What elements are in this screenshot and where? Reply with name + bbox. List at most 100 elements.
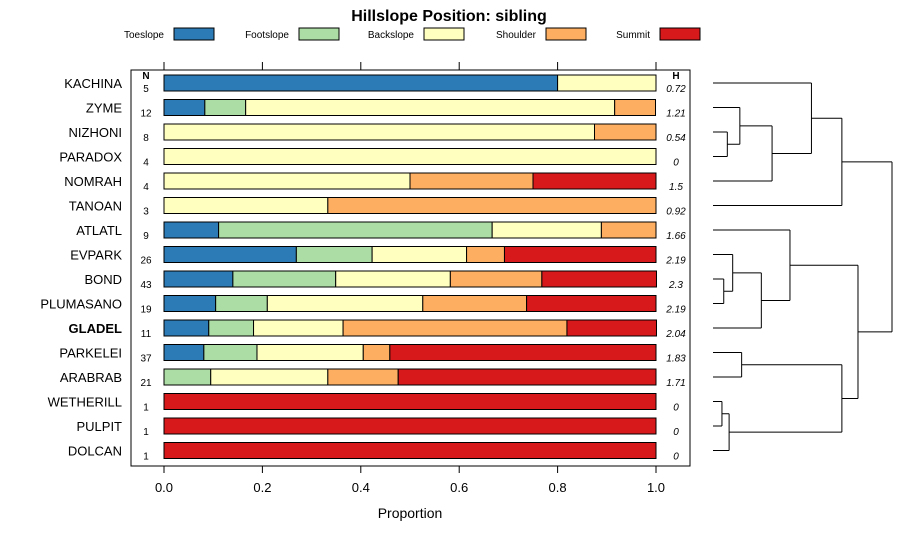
row-label: ATLATL (76, 223, 122, 238)
h-value: 2.19 (665, 305, 686, 316)
n-value: 1 (143, 427, 149, 438)
h-header: H (672, 71, 679, 82)
n-value: 4 (143, 158, 149, 169)
bar-segment (163, 197, 329, 214)
row-label: BOND (84, 272, 122, 287)
bar-segment (163, 344, 205, 361)
bar-segment (600, 221, 657, 239)
bars-layer (163, 74, 657, 459)
legend-swatch-backslope (423, 27, 465, 41)
legend-label-toeslope: Toeslope (124, 30, 164, 41)
n-value: 19 (140, 305, 152, 316)
h-value: 1.71 (666, 378, 685, 389)
bar-segment (163, 123, 595, 141)
bar-segment (163, 221, 220, 239)
plot-panel (130, 69, 691, 467)
bar-segment (163, 74, 559, 92)
x-tick-label: 0.4 (352, 480, 370, 495)
bar-segment (371, 246, 468, 263)
bar-segment (163, 319, 210, 337)
n-value: 3 (143, 207, 149, 218)
bar-segment (327, 368, 399, 386)
legend-label-footslope: Footslope (245, 30, 289, 41)
row-label: DOLCAN (68, 444, 122, 459)
bar-segment (163, 368, 212, 386)
bar-segment (327, 197, 657, 214)
n-value: 11 (141, 329, 152, 340)
bar-segment (335, 270, 451, 288)
legend-label-summit: Summit (616, 30, 650, 41)
bar-segment (204, 99, 247, 116)
h-value: 0 (673, 158, 679, 169)
bar-segment (163, 295, 217, 312)
bar-segment (594, 123, 657, 141)
h-value: 2.04 (665, 329, 686, 340)
legend-label-backslope: Backslope (368, 30, 415, 41)
h-value: 1.5 (669, 182, 683, 193)
bar-segment (503, 246, 657, 263)
n-value: 26 (140, 256, 152, 267)
x-tick-label: 0.2 (253, 480, 271, 495)
bar-segment (163, 270, 234, 288)
h-value: 1.83 (666, 354, 686, 365)
bar-segment (203, 344, 258, 361)
n-value: 4 (143, 182, 149, 193)
bar-segment (253, 319, 344, 337)
legend-swatch-footslope (298, 27, 340, 41)
row-labels: KACHINA ZYME NIZHONI PARADOX NOMRAH TANOAN ATL… (40, 76, 122, 459)
row-label: PULPIT (76, 419, 122, 434)
x-tick-label: 0.8 (549, 480, 567, 495)
bar-segment (218, 221, 493, 239)
h-labels: 0.72 1.21 0.54 0 1.5 0.92 1.66 2.19 2.3 2.19 2.04 1… (665, 84, 686, 463)
n-header: N (142, 71, 149, 82)
h-value: 0 (673, 427, 679, 438)
bar-segment (266, 295, 424, 312)
n-value: 9 (143, 231, 149, 242)
bar-segment (163, 172, 411, 190)
bar-segment (491, 221, 602, 239)
x-tick-label: 0.6 (450, 480, 468, 495)
bar-segment (256, 344, 364, 361)
bar-segment (342, 319, 568, 337)
row-label: NOMRAH (64, 174, 122, 189)
row-label: TANOAN (69, 199, 122, 214)
bar-segment (526, 295, 657, 312)
bar-segment (163, 99, 206, 116)
h-value: 0.72 (666, 84, 686, 95)
h-value: 0.54 (666, 133, 686, 144)
bar-segment (532, 172, 657, 190)
bar-segment (163, 417, 657, 435)
row-label: ARABRAB (60, 370, 122, 385)
bar-segment (163, 148, 657, 165)
n-value: 21 (140, 378, 152, 389)
n-value: 37 (140, 354, 152, 365)
row-label: NIZHONI (69, 125, 122, 140)
n-value: 12 (140, 109, 152, 120)
x-tick-label: 1.0 (647, 480, 665, 495)
h-value: 2.19 (665, 256, 686, 267)
x-axis: 0.0 0.2 0.4 0.6 0.8 1.0 (155, 62, 665, 495)
chart-title: Hillslope Position: sibling (351, 8, 547, 25)
h-value: 1.66 (666, 231, 686, 242)
h-value: 0 (673, 403, 679, 414)
row-label: WETHERILL (48, 395, 122, 410)
bar-segment (466, 246, 505, 263)
bar-segment (449, 270, 543, 288)
row-label: GLADEL (69, 321, 123, 336)
bar-segment (232, 270, 337, 288)
bar-segment (210, 368, 329, 386)
legend-swatch-summit (659, 27, 701, 41)
n-value: 5 (143, 84, 149, 95)
row-label: EVPARK (70, 248, 122, 263)
bar-segment (389, 344, 657, 361)
n-value: 43 (140, 280, 152, 291)
bar-segment (397, 368, 657, 386)
legend: Toeslope Footslope Backslope Shoulder Summit (124, 27, 701, 41)
n-value: 8 (143, 133, 149, 144)
n-value: 1 (143, 452, 149, 463)
row-label: KACHINA (64, 76, 122, 91)
bar-segment (557, 74, 657, 92)
h-value: 0 (673, 452, 679, 463)
bar-segment (245, 99, 616, 116)
